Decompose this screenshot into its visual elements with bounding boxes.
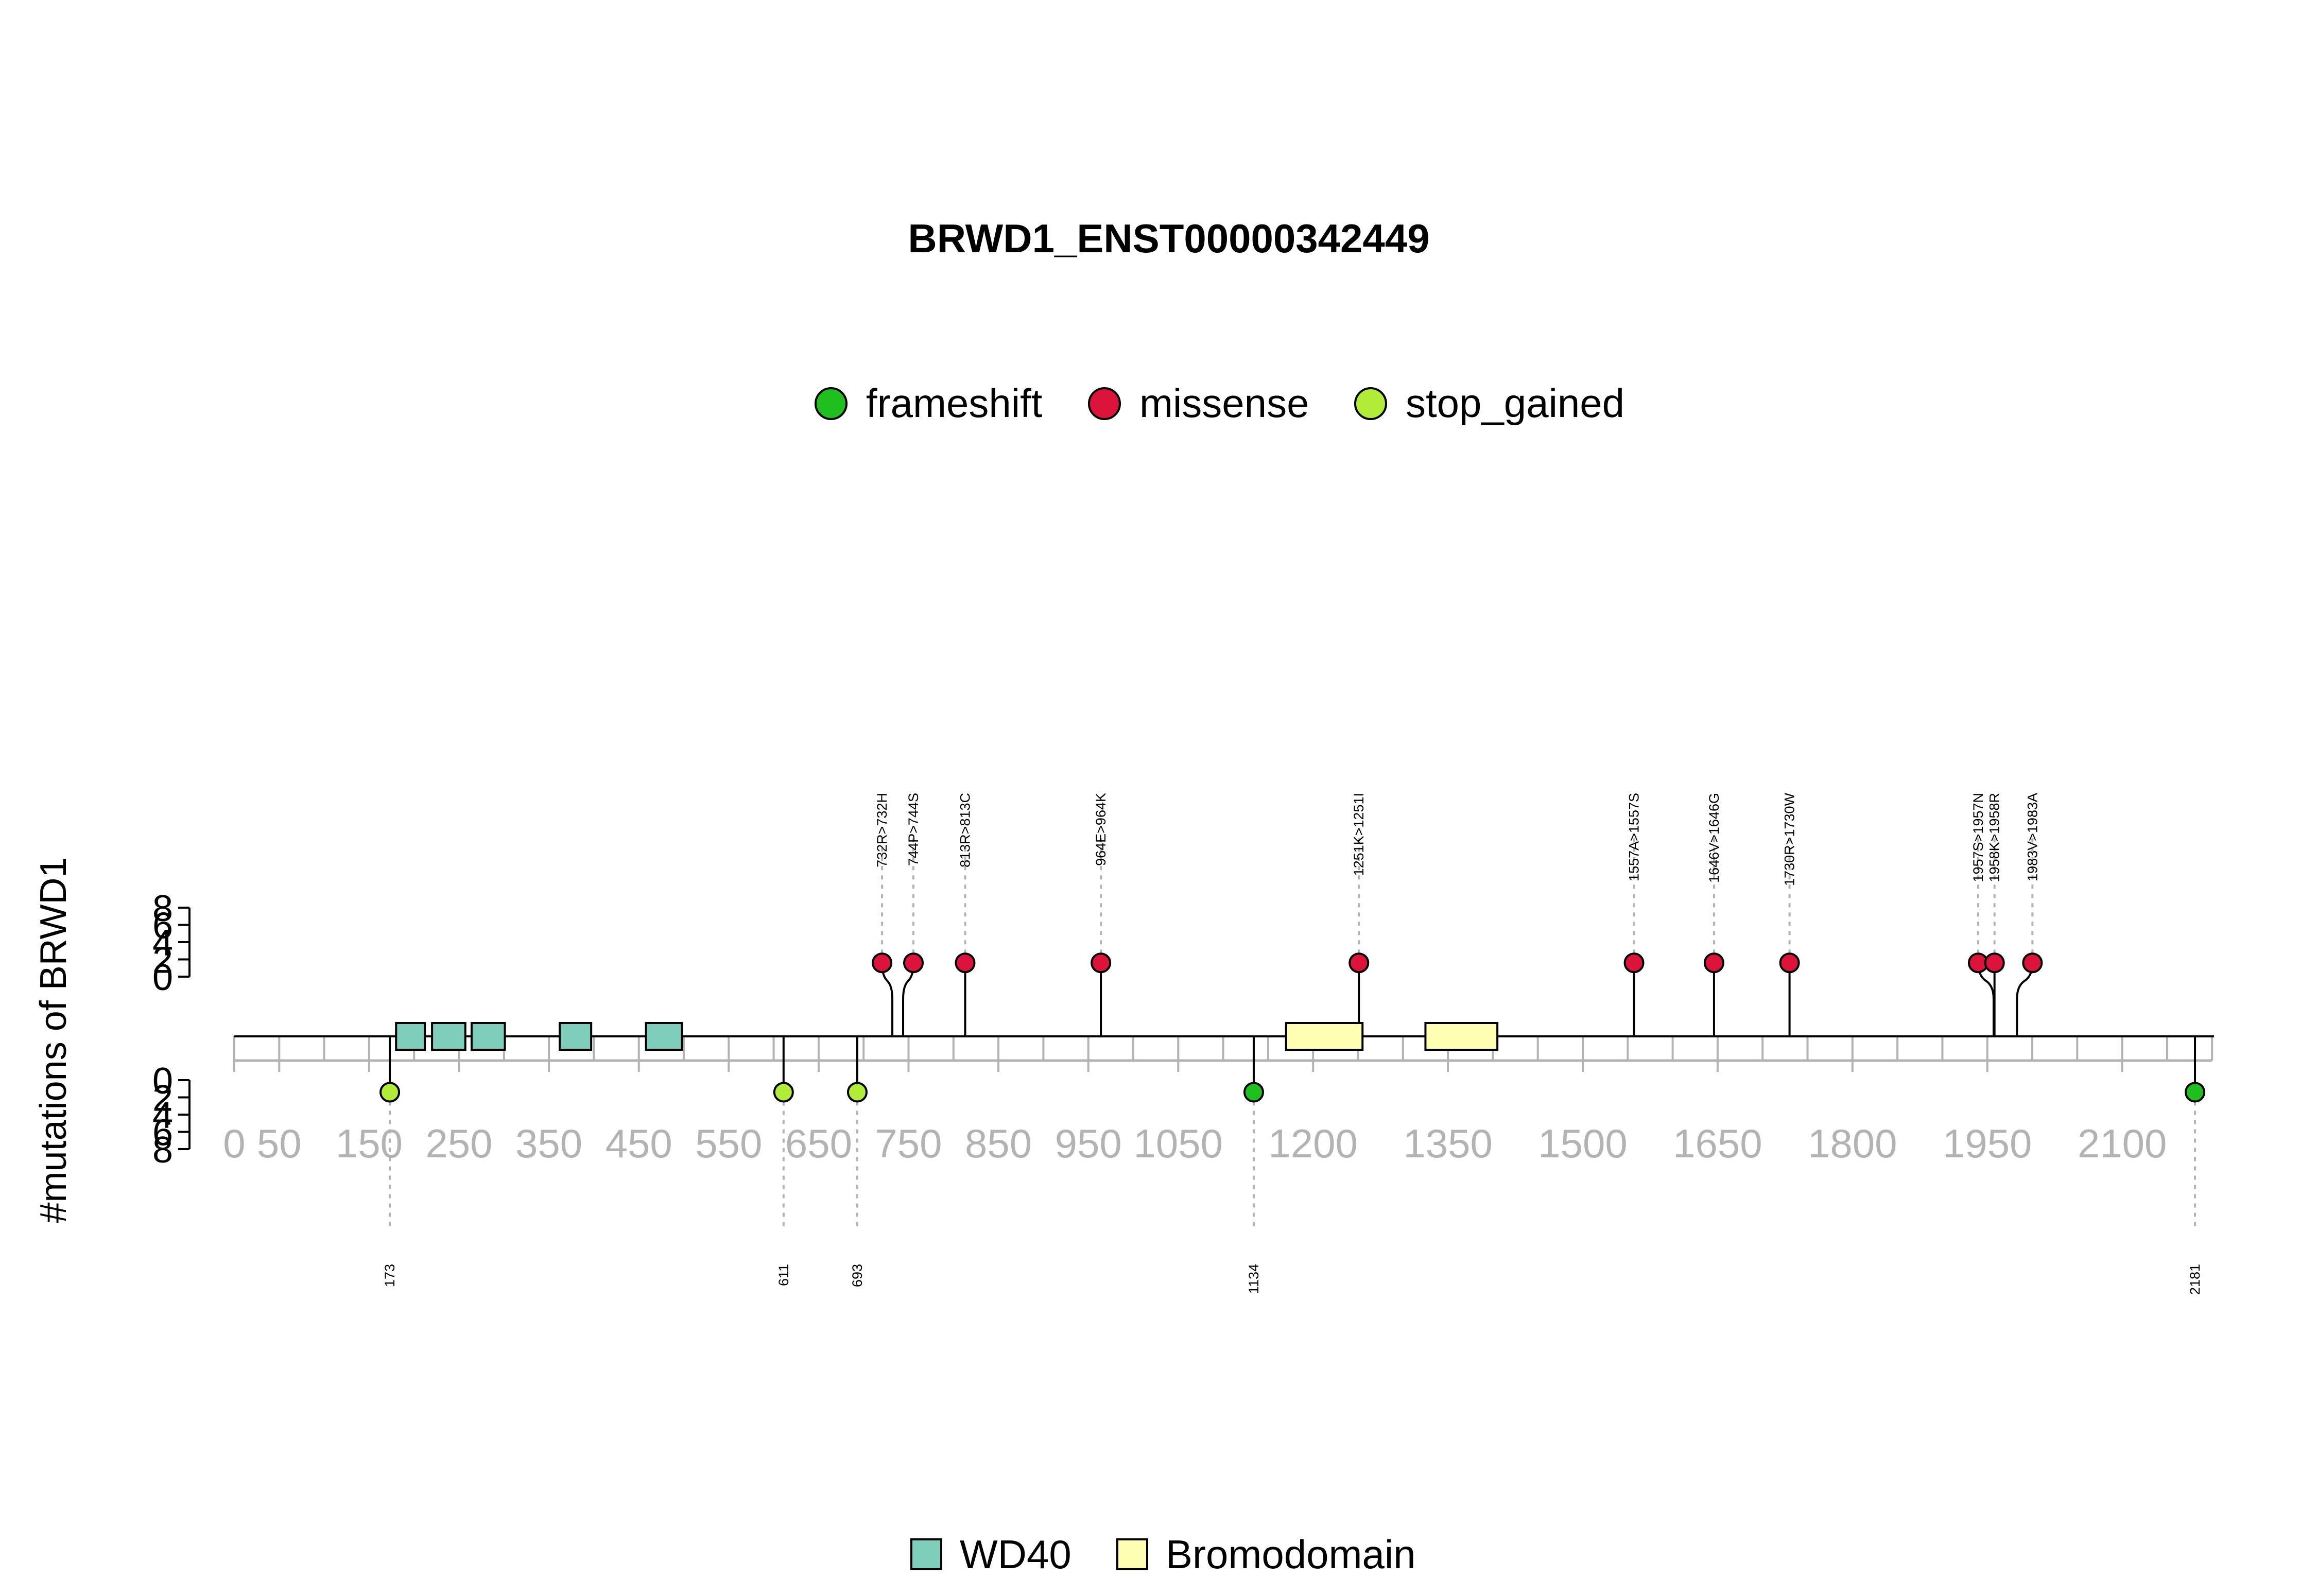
mutation-point-frameshift xyxy=(1243,1082,1264,1103)
mutation-point-missense xyxy=(1091,952,1112,974)
x-tick-label: 550 xyxy=(695,1121,762,1166)
mutation-point-missense xyxy=(872,952,893,974)
mutation-point-missense xyxy=(1623,952,1645,974)
mutation-label: 1957S>1957N xyxy=(1970,793,1986,882)
domain-wd40 xyxy=(645,1022,683,1051)
domain-bromodomain xyxy=(1424,1022,1499,1051)
x-tick-label: 450 xyxy=(606,1121,672,1166)
lower-y-tick-label: 8 xyxy=(152,1130,173,1171)
domain-wd40 xyxy=(395,1022,426,1051)
mutation-point-missense xyxy=(2022,952,2043,974)
lollipop-stem xyxy=(902,963,915,1036)
mutation-label: 173 xyxy=(382,1264,397,1287)
x-tick-label: 1050 xyxy=(1134,1121,1223,1166)
x-tick-label: 50 xyxy=(257,1121,302,1166)
x-tick-label: 0 xyxy=(223,1121,245,1166)
x-tick-label: 650 xyxy=(785,1121,852,1166)
x-tick-label: 1500 xyxy=(1538,1121,1628,1166)
domain-wd40 xyxy=(559,1022,593,1051)
mutation-label: 732R>732H xyxy=(874,793,890,868)
mutation-points xyxy=(379,952,2206,1103)
y-axis-label: #mutations of BRWD1 xyxy=(33,857,74,1223)
mutation-point-missense xyxy=(903,952,924,974)
x-tick-label: 2100 xyxy=(2078,1121,2167,1166)
mutation-label: 693 xyxy=(850,1264,865,1287)
domain-legend-swatch xyxy=(1116,1538,1148,1570)
upper-y-tick-label: 4 xyxy=(152,923,173,964)
legend-item-frameshift: frameshift xyxy=(815,380,1043,426)
lower-y-tick-label: 6 xyxy=(152,1113,173,1154)
domain-legend-item: Bromodomain xyxy=(1116,1532,1416,1577)
legend-label: frameshift xyxy=(866,380,1043,426)
domain-legend-swatch xyxy=(910,1538,942,1570)
mutation-label: 1557A>1557S xyxy=(1627,793,1642,881)
mutation-label: 744P>744S xyxy=(906,793,921,866)
x-tick-label: 1950 xyxy=(1943,1121,2032,1166)
x-tick-label: 350 xyxy=(515,1121,582,1166)
legend-marker-frameshift xyxy=(815,387,848,420)
mutation-point-missense xyxy=(1348,952,1370,974)
mutation-label: 611 xyxy=(776,1264,791,1286)
domain-legend-label: WD40 xyxy=(960,1532,1071,1577)
legend-label: missense xyxy=(1139,380,1309,426)
x-axis: 0 50 150 250 350 450 550 650 750 850 950 1050 1200 13… xyxy=(223,1036,2214,1166)
upper-y-tick-label: 0 xyxy=(152,957,173,998)
upper-y-tick-label: 2 xyxy=(152,940,173,981)
lower-y-tick-label: 2 xyxy=(152,1078,173,1119)
x-tick-label: 1200 xyxy=(1268,1121,1358,1166)
mutation-point-missense xyxy=(955,952,976,974)
mutation-point-stop_gained xyxy=(379,1082,401,1103)
lollipop-stem xyxy=(1977,963,1995,1036)
mutation-legend: frameshift missense stop_gained xyxy=(815,380,1624,426)
x-tick-label: 250 xyxy=(425,1121,492,1166)
x-tick-label: 150 xyxy=(336,1121,403,1166)
x-tick-label: 1800 xyxy=(1808,1121,1897,1166)
upper-y-tick-label: 6 xyxy=(152,906,173,947)
mutation-label: 2181 xyxy=(2187,1264,2203,1295)
protein-domains xyxy=(395,1022,1499,1051)
domain-legend-label: Bromodomain xyxy=(1166,1532,1416,1577)
mutation-label: 1646V>1646G xyxy=(1706,793,1722,883)
legend-marker-missense xyxy=(1088,387,1121,420)
x-tick-label: 750 xyxy=(875,1121,942,1166)
lollipop-stem xyxy=(881,963,894,1036)
mutation-point-stop_gained xyxy=(773,1082,794,1103)
lower-y-tick-label: 4 xyxy=(152,1095,173,1136)
guide-lines xyxy=(389,834,2197,1228)
mutation-point-missense xyxy=(1779,952,1800,974)
mutation-point-stop_gained xyxy=(846,1082,868,1103)
domain-wd40 xyxy=(431,1022,466,1051)
domain-bromodomain xyxy=(1285,1022,1364,1051)
mutation-point-missense xyxy=(1703,952,1724,974)
mutation-label: 1983V>1983A xyxy=(2025,793,2040,881)
mutation-point-frameshift xyxy=(2185,1082,2206,1103)
mutation-point-missense xyxy=(1984,952,2005,974)
mutation-label: 1251K>1251I xyxy=(1351,793,1367,876)
legend-label: stop_gained xyxy=(1406,380,1624,426)
mutation-label: 1134 xyxy=(1246,1264,1261,1294)
domain-wd40 xyxy=(470,1022,506,1051)
x-tick-label: 1350 xyxy=(1403,1121,1493,1166)
mutation-label: 1730R>1730W xyxy=(1782,792,1797,886)
upper-y-tick-label: 8 xyxy=(152,888,173,929)
x-tick-label: 850 xyxy=(965,1121,1032,1166)
x-tick-label: 1650 xyxy=(1673,1121,1762,1166)
legend-item-missense: missense xyxy=(1088,380,1309,426)
mutation-label: 813R>813C xyxy=(957,793,973,868)
mutation-label: 964E>964K xyxy=(1093,793,1109,866)
x-tick-label: 950 xyxy=(1055,1121,1122,1166)
chart-title: BRWD1_ENST00000342449 xyxy=(908,216,1429,261)
mutation-label: 1958K>1958R xyxy=(1987,793,2002,882)
lollipop-stem xyxy=(2016,963,2034,1036)
lower-y-tick-label: 0 xyxy=(152,1061,173,1102)
domain-legend: WD40 Bromodomain xyxy=(910,1532,1416,1577)
legend-item-stop_gained: stop_gained xyxy=(1354,380,1624,426)
domain-legend-item: WD40 xyxy=(910,1532,1071,1577)
legend-marker-stop_gained xyxy=(1354,387,1387,420)
mutation-labels: 732R>732H 744P>744S 813R>813C 964E>964K 1251… xyxy=(382,792,2203,1295)
